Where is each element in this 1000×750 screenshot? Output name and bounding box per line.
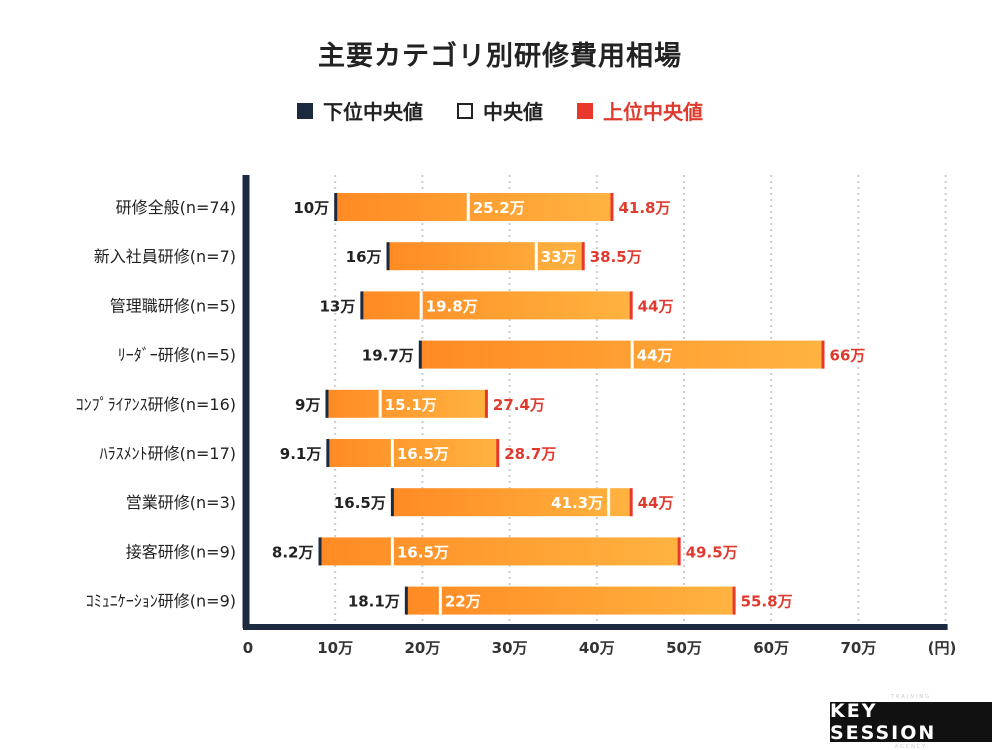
- data-label-median: 33万: [541, 248, 577, 266]
- legend-swatch-median: [457, 102, 473, 119]
- logo-main-text: KEY SESSION: [830, 700, 937, 744]
- data-label-lower-median: 16.5万: [334, 494, 386, 512]
- marker-upper-median: [821, 340, 825, 369]
- brand-logo: TRAINING KEY SESSION AGENCY: [830, 694, 992, 750]
- data-label-lower-median: 10万: [293, 199, 329, 217]
- marker-lower-median: [318, 537, 322, 566]
- marker-median: [534, 242, 538, 271]
- category-label: 接客研修(n=9): [126, 542, 236, 561]
- legend: 下位中央値 中央値 上位中央値: [0, 96, 1000, 125]
- legend-swatch-upper-median: [577, 102, 593, 119]
- marker-lower-median: [326, 439, 330, 467]
- data-label-upper-median: 38.5万: [590, 248, 642, 266]
- data-label-lower-median: 8.2万: [272, 543, 314, 561]
- x-tick-label: 60万: [753, 639, 789, 657]
- marker-upper-median: [629, 291, 633, 320]
- marker-median: [419, 291, 423, 320]
- legend-item-upper-median: 上位中央値: [577, 96, 703, 125]
- marker-lower-median: [404, 586, 408, 615]
- marker-median: [607, 488, 611, 517]
- x-tick-label: 40万: [579, 639, 615, 657]
- marker-lower-median: [418, 340, 422, 369]
- logo-bottom-text: AGENCY: [894, 744, 928, 750]
- marker-median: [466, 193, 470, 221]
- data-label-upper-median: 44万: [638, 494, 674, 512]
- x-tick-label: 50万: [666, 639, 702, 657]
- data-label-median: 44万: [637, 347, 673, 365]
- x-axis-unit-label: (円): [928, 639, 957, 657]
- marker-upper-median: [732, 586, 736, 615]
- category-label: ｺﾐｭﾆｹｰｼｮﾝ研修(n=9): [86, 592, 236, 611]
- marker-upper-median: [581, 242, 585, 271]
- category-label: 管理職研修(n=5): [110, 296, 236, 315]
- data-label-median: 22万: [445, 593, 481, 611]
- data-label-median: 16.5万: [397, 543, 449, 561]
- category-label: ｺﾝﾌﾟﾗｲｱﾝｽ研修(n=16): [76, 395, 236, 414]
- marker-upper-median: [484, 389, 488, 418]
- legend-label-upper-median: 上位中央値: [603, 100, 703, 124]
- data-label-upper-median: 41.8万: [618, 199, 670, 217]
- bar-range: [405, 586, 735, 615]
- x-tick-label: 70万: [840, 639, 876, 657]
- legend-item-lower-median: 下位中央値: [297, 96, 423, 125]
- marker-upper-median: [610, 193, 614, 221]
- data-label-upper-median: 66万: [830, 347, 866, 365]
- marker-median: [438, 586, 442, 615]
- data-label-lower-median: 9.1万: [280, 445, 322, 463]
- marker-lower-median: [390, 488, 394, 517]
- bar-range: [361, 291, 632, 320]
- legend-swatch-lower-median: [297, 102, 313, 119]
- data-label-upper-median: 44万: [638, 297, 674, 315]
- chart-title: 主要カテゴリ別研修費用相場: [318, 41, 682, 72]
- category-label: 研修全般(n=74): [116, 198, 236, 217]
- marker-lower-median: [334, 193, 338, 221]
- data-label-lower-median: 16万: [346, 248, 382, 266]
- marker-upper-median: [629, 488, 633, 517]
- logo-top-text: TRAINING: [890, 694, 932, 700]
- x-tick-label: 20万: [404, 639, 440, 657]
- marker-lower-median: [325, 389, 329, 418]
- marker-lower-median: [360, 291, 364, 320]
- bar-range: [326, 389, 487, 418]
- marker-median: [630, 340, 634, 369]
- category-label: 営業研修(n=3): [126, 493, 236, 512]
- bar-range: [327, 439, 499, 467]
- data-label-median: 41.3万: [551, 494, 603, 512]
- marker-upper-median: [496, 439, 500, 467]
- data-label-median: 15.1万: [385, 396, 437, 414]
- x-tick-label: 30万: [492, 639, 528, 657]
- x-tick-label: 10万: [317, 639, 353, 657]
- marker-median: [390, 439, 394, 467]
- marker-median: [390, 537, 394, 566]
- legend-label-lower-median: 下位中央値: [323, 100, 423, 124]
- category-label: 新入社員研修(n=7): [94, 247, 236, 266]
- data-label-median: 16.5万: [397, 445, 449, 463]
- data-label-lower-median: 9万: [295, 396, 320, 414]
- data-label-median: 25.2万: [473, 199, 525, 217]
- category-label: ﾊﾗｽﾒﾝﾄ研修(n=17): [100, 444, 236, 463]
- bar-range: [319, 537, 680, 566]
- marker-lower-median: [386, 242, 390, 271]
- legend-label-median: 中央値: [483, 100, 543, 124]
- data-label-lower-median: 18.1万: [348, 593, 400, 611]
- data-label-upper-median: 49.5万: [686, 543, 738, 561]
- data-label-median: 19.8万: [426, 297, 478, 315]
- x-tick-label: 0: [243, 639, 253, 657]
- data-label-upper-median: 55.8万: [741, 593, 793, 611]
- data-label-upper-median: 28.7万: [504, 445, 556, 463]
- bar-range: [387, 242, 584, 271]
- bar-range: [391, 488, 632, 517]
- data-label-lower-median: 13万: [319, 297, 355, 315]
- data-label-lower-median: 19.7万: [362, 347, 414, 365]
- category-label: ﾘｰﾀﾞｰ研修(n=5): [118, 346, 236, 365]
- bar-range: [335, 193, 613, 221]
- bar-range: [419, 340, 824, 369]
- legend-item-median: 中央値: [457, 96, 543, 125]
- data-label-upper-median: 27.4万: [493, 396, 545, 414]
- marker-median: [378, 389, 382, 418]
- marker-upper-median: [677, 537, 681, 566]
